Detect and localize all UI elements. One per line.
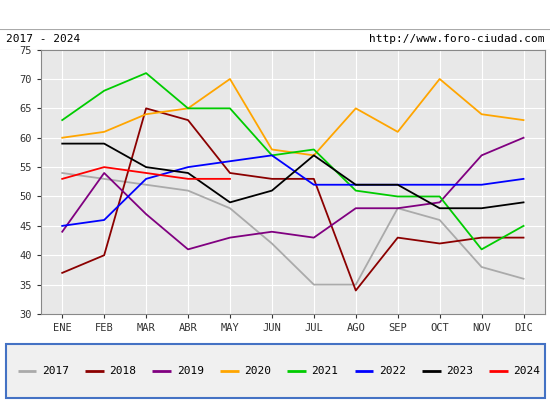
Text: 2024: 2024 xyxy=(514,366,541,376)
Text: 2019: 2019 xyxy=(177,366,204,376)
Text: 2017 - 2024: 2017 - 2024 xyxy=(6,34,80,44)
Text: 2021: 2021 xyxy=(311,366,338,376)
Text: Evolucion del paro registrado en Quer: Evolucion del paro registrado en Quer xyxy=(106,7,444,22)
Text: 2022: 2022 xyxy=(379,366,406,376)
Text: 2017: 2017 xyxy=(42,366,69,376)
Text: http://www.foro-ciudad.com: http://www.foro-ciudad.com xyxy=(369,34,544,44)
Text: 2018: 2018 xyxy=(109,366,136,376)
Text: 2023: 2023 xyxy=(446,366,473,376)
Text: 2020: 2020 xyxy=(244,366,271,376)
